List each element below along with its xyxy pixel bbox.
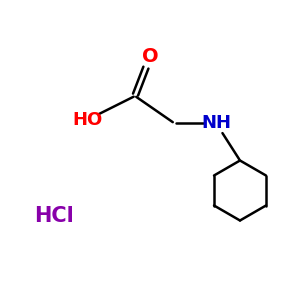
Text: NH: NH [201,114,231,132]
Text: HO: HO [72,111,102,129]
Text: O: O [142,47,158,67]
Text: HCl: HCl [34,206,74,226]
